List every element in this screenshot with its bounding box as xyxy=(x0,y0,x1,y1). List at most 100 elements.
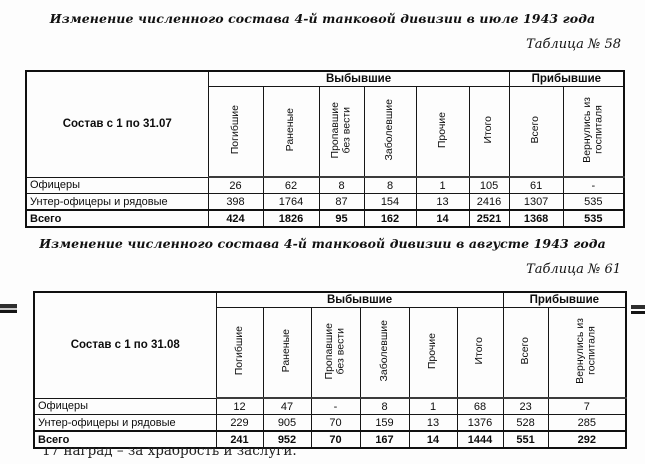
cell: 62 xyxy=(262,176,320,194)
july-group-header-row: Состав с 1 по 31.07 Выбывшие Прибывшие xyxy=(25,70,625,178)
row-label: Офицеры xyxy=(25,176,209,194)
july-col-header-other: Прочие xyxy=(415,86,470,178)
cell: 229 xyxy=(215,414,264,432)
footnote-text: 17 наград – за храбрость и заслуги. xyxy=(42,447,297,459)
cell: 535 xyxy=(562,209,625,228)
july-col-header-total-in: Всего xyxy=(508,86,564,178)
july-table-caption: Таблица № 58 xyxy=(526,37,621,52)
cell: 167 xyxy=(359,430,410,449)
cell: 7 xyxy=(547,397,627,415)
cell: 95 xyxy=(318,209,365,228)
august-col-header-total-in: Всего xyxy=(502,307,549,399)
cell: 8 xyxy=(363,176,417,194)
july-composition-header: Состав с 1 по 31.07 xyxy=(25,70,209,178)
august-table: Состав с 1 по 31.08 Выбывшие Прибывшие П… xyxy=(33,291,628,449)
row-label: Всего xyxy=(33,430,217,449)
cell: 23 xyxy=(502,397,549,415)
cell: 285 xyxy=(547,414,627,432)
row-label: Всего xyxy=(25,209,209,228)
cell: 952 xyxy=(262,430,312,449)
cell: 292 xyxy=(547,430,627,449)
cell: - xyxy=(310,397,361,415)
cell: 424 xyxy=(207,209,264,228)
cell: 162 xyxy=(363,209,417,228)
cell: 8 xyxy=(318,176,365,194)
cell: 1 xyxy=(415,176,470,194)
cell: 1376 xyxy=(456,414,504,432)
july-table: Состав с 1 по 31.07 Выбывшие Прибывшие П… xyxy=(25,70,626,228)
cell: 70 xyxy=(310,414,361,432)
cell: 47 xyxy=(262,397,312,415)
cell: 2416 xyxy=(468,193,510,211)
binding-mark-left-top xyxy=(0,304,17,308)
cell: 528 xyxy=(502,414,549,432)
cell: 14 xyxy=(408,430,458,449)
july-col-header-sick: Заболевшие xyxy=(363,86,417,178)
august-col-header-returned: Вернулись из госпиталя xyxy=(547,307,627,399)
august-row-total: Всего 241 952 70 167 14 1444 551 292 xyxy=(33,430,627,449)
cell: 154 xyxy=(363,193,417,211)
cell: 14 xyxy=(415,209,470,228)
cell: 241 xyxy=(215,430,264,449)
august-col-header-killed: Погибшие xyxy=(215,307,264,399)
july-row-nco-privates: Унтер-офицеры и рядовые 398 1764 87 154 … xyxy=(25,193,625,211)
cell: 159 xyxy=(359,414,410,432)
cell: 1764 xyxy=(262,193,320,211)
july-col-header-missing: Пропавшие без вести xyxy=(318,86,365,178)
july-arrived-group-header: Прибывшие xyxy=(508,70,625,87)
cell: 26 xyxy=(207,176,264,194)
august-arrived-group-header: Прибывшие xyxy=(502,291,627,308)
cell: 105 xyxy=(468,176,510,194)
footnote-line: 17 наград – за храбрость и заслуги. xyxy=(42,447,362,460)
row-label: Унтер-офицеры и рядовые xyxy=(25,193,209,211)
august-col-header-sick: Заболевшие xyxy=(359,307,410,399)
august-col-header-missing: Пропавшие без вести xyxy=(310,307,361,399)
cell: 551 xyxy=(502,430,549,449)
july-column-header-row: Погибшие Раненые Пропавшие без вести Заб… xyxy=(26,86,625,178)
cell: 535 xyxy=(562,193,625,211)
row-label: Офицеры xyxy=(33,397,217,415)
cell: 1826 xyxy=(262,209,320,228)
july-row-officers: Офицеры 26 62 8 8 1 105 61 - xyxy=(25,176,625,194)
cell: 1368 xyxy=(508,209,564,228)
cell: 2521 xyxy=(468,209,510,228)
binding-mark-right-bottom xyxy=(631,311,645,314)
cell: 1444 xyxy=(456,430,504,449)
august-composition-header: Состав с 1 по 31.08 xyxy=(33,291,217,399)
cell: 13 xyxy=(415,193,470,211)
row-label: Унтер-офицеры и рядовые xyxy=(33,414,217,432)
binding-mark-left-fill xyxy=(0,308,17,310)
july-departed-group-header: Выбывшие xyxy=(207,70,510,87)
august-column-header-row: Погибшие Раненые Пропавшие без вести Заб… xyxy=(34,307,627,399)
august-col-header-wounded: Раненые xyxy=(262,307,312,399)
cell: 61 xyxy=(508,176,564,194)
binding-mark-right-top xyxy=(631,305,645,309)
august-col-header-total-out: Итого xyxy=(456,307,504,399)
august-col-header-other: Прочие xyxy=(408,307,458,399)
july-col-header-total-out: Итого xyxy=(468,86,510,178)
cell: 1307 xyxy=(508,193,564,211)
july-col-header-returned: Вернулись из госпиталя xyxy=(562,86,625,178)
august-table-title: Изменение численного состава 4-й танково… xyxy=(39,236,606,251)
august-group-header-row: Состав с 1 по 31.08 Выбывшие Прибывшие xyxy=(33,291,627,399)
cell: - xyxy=(562,176,625,194)
july-row-total: Всего 424 1826 95 162 14 2521 1368 535 xyxy=(25,209,625,228)
august-row-officers: Офицеры 12 47 - 8 1 68 23 7 xyxy=(33,397,627,415)
cell: 8 xyxy=(359,397,410,415)
august-departed-group-header: Выбывшие xyxy=(215,291,504,308)
cell: 87 xyxy=(318,193,365,211)
august-row-nco-privates: Унтер-офицеры и рядовые 229 905 70 159 1… xyxy=(33,414,627,432)
cell: 905 xyxy=(262,414,312,432)
cell: 12 xyxy=(215,397,264,415)
cell: 68 xyxy=(456,397,504,415)
july-col-header-wounded: Раненые xyxy=(262,86,320,178)
cell: 1 xyxy=(408,397,458,415)
july-table-title: Изменение численного состава 4-й танково… xyxy=(49,11,596,26)
july-col-header-killed: Погибшие xyxy=(207,86,264,178)
binding-mark-left-bottom xyxy=(0,310,17,313)
cell: 70 xyxy=(310,430,361,449)
cell: 398 xyxy=(207,193,264,211)
cell: 13 xyxy=(408,414,458,432)
august-table-caption: Таблица № 61 xyxy=(526,262,621,277)
